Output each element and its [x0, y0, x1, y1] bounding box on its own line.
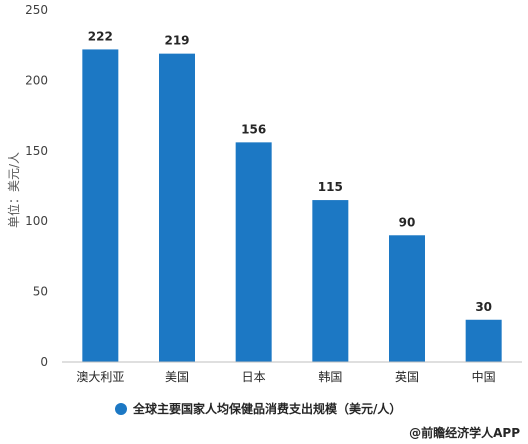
x-tick-label: 澳大利亚	[76, 370, 124, 384]
y-axis-ticks: 0 50 100 150 200 250	[25, 3, 48, 369]
legend-label: 全球主要国家人均保健品消费支出规模（美元/人）	[132, 401, 401, 416]
data-labels: 222 219 156 115 90 30	[88, 29, 492, 313]
bar	[82, 49, 119, 362]
bar	[389, 235, 425, 362]
y-tick-label: 250	[25, 3, 48, 17]
data-label: 30	[475, 300, 492, 314]
y-tick-label: 150	[25, 144, 48, 158]
bar	[235, 142, 272, 362]
x-tick-label: 中国	[472, 369, 496, 384]
bar	[159, 53, 195, 362]
x-tick-label: 韩国	[318, 369, 342, 384]
y-tick-label: 0	[40, 355, 48, 369]
bar	[465, 319, 502, 362]
data-label: 115	[318, 180, 343, 194]
source-label: @前瞻经济学人APP	[409, 425, 520, 440]
data-label: 156	[241, 122, 266, 136]
data-label: 90	[399, 215, 416, 229]
y-axis-label: 单位：美元/人	[6, 152, 21, 228]
x-tick-label: 日本	[242, 370, 266, 384]
y-tick-label: 100	[25, 214, 48, 228]
bars	[82, 49, 502, 362]
legend: 全球主要国家人均保健品消费支出规模（美元/人）	[115, 401, 401, 416]
data-label: 219	[164, 34, 189, 48]
x-axis-ticks: 澳大利亚 美国 日本 韩国 英国 中国	[76, 369, 495, 384]
bar	[312, 200, 349, 362]
y-tick-label: 200	[25, 73, 48, 87]
data-label: 222	[88, 29, 113, 43]
legend-marker	[115, 403, 127, 415]
x-tick-label: 美国	[165, 370, 189, 384]
x-tick-label: 英国	[395, 370, 419, 384]
y-tick-label: 50	[33, 285, 48, 299]
